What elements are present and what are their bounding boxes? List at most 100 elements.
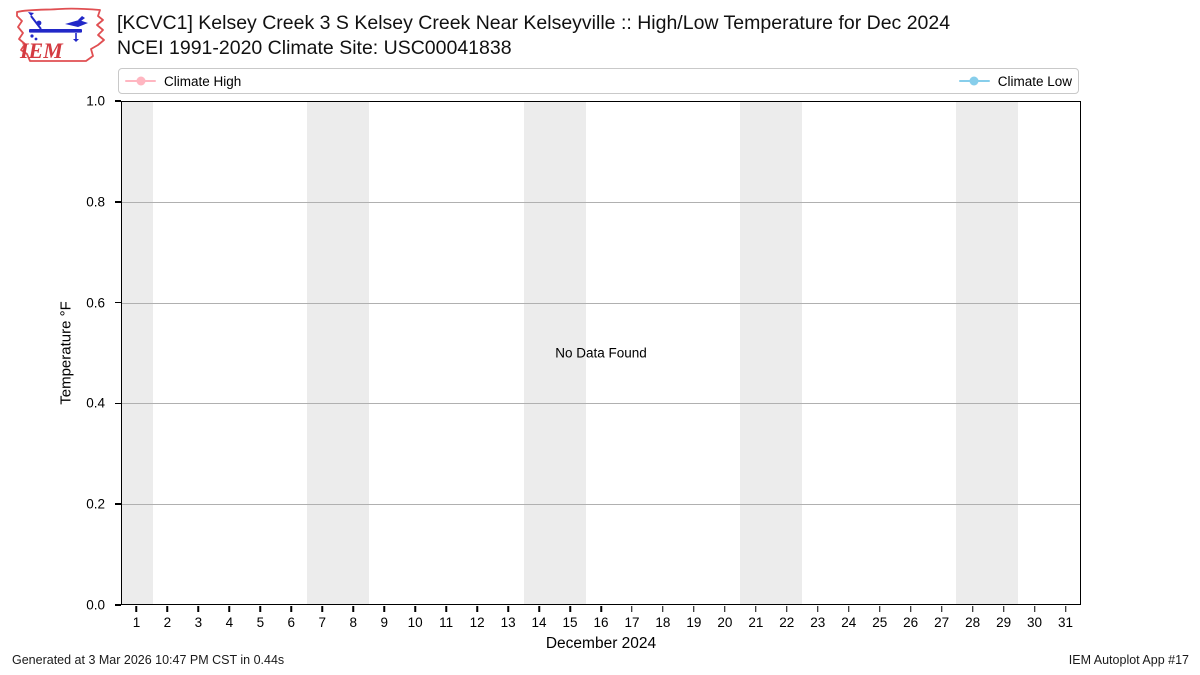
y-tick-mark bbox=[115, 604, 121, 606]
legend: Climate High Climate Low bbox=[118, 68, 1079, 94]
x-tick-mark bbox=[352, 606, 354, 612]
weekend-band bbox=[307, 102, 370, 604]
x-tick-label: 23 bbox=[810, 615, 826, 630]
x-tick-mark bbox=[569, 606, 571, 612]
x-tick-mark bbox=[1064, 606, 1067, 612]
x-tick-mark bbox=[909, 606, 912, 612]
x-tick-mark bbox=[383, 606, 385, 612]
x-tick-mark bbox=[755, 606, 757, 612]
x-axis: 1 2 3 4 5 6 7 8 9 10 11 12 13 14 15 16 17 18 19 20 21 22 23 24 2… bbox=[121, 605, 1081, 641]
y-tick-mark bbox=[115, 201, 121, 203]
x-tick-mark bbox=[476, 606, 478, 612]
chart-title-block: [KCVC1] Kelsey Creek 3 S Kelsey Creek Ne… bbox=[117, 11, 950, 61]
x-tick-label: 29 bbox=[996, 615, 1012, 630]
x-tick-mark bbox=[1033, 606, 1036, 612]
x-tick-label: 12 bbox=[469, 615, 485, 630]
x-tick-label: 26 bbox=[903, 615, 919, 630]
y-tick-label: 0.6 bbox=[86, 295, 105, 311]
x-tick-label: 24 bbox=[841, 615, 857, 630]
plot-area: No Data Found bbox=[121, 101, 1081, 605]
weekend-band bbox=[740, 102, 802, 604]
y-axis: 0.0 0.2 0.4 0.6 0.8 1.0 bbox=[0, 94, 121, 613]
x-tick-label: 10 bbox=[407, 615, 423, 630]
y-tick-label: 0.4 bbox=[86, 395, 105, 411]
gridline bbox=[122, 403, 1080, 405]
x-tick-label: 18 bbox=[655, 615, 671, 630]
x-tick-label: 19 bbox=[686, 615, 702, 630]
y-tick-label: 0.2 bbox=[86, 496, 105, 512]
legend-item-climate-high: Climate High bbox=[125, 74, 241, 89]
x-tick-label: 13 bbox=[500, 615, 516, 630]
weekend-band bbox=[956, 102, 1019, 604]
gridline bbox=[122, 302, 1080, 304]
y-tick-mark bbox=[115, 503, 121, 505]
x-tick-mark bbox=[600, 606, 602, 612]
x-tick-mark bbox=[259, 606, 262, 612]
x-tick-label: 16 bbox=[593, 615, 609, 630]
x-tick-label: 8 bbox=[349, 615, 358, 630]
x-tick-mark bbox=[321, 606, 324, 612]
app-credit: IEM Autoplot App #17 bbox=[1068, 653, 1189, 667]
x-tick-mark bbox=[631, 606, 633, 612]
legend-label-climate-low: Climate Low bbox=[997, 73, 1072, 89]
iem-logo: IEM bbox=[16, 7, 105, 63]
x-tick-mark bbox=[878, 606, 881, 612]
climate-low-marker-icon bbox=[958, 76, 990, 86]
climate-high-marker-icon bbox=[125, 76, 156, 86]
y-axis-label: Temperature °F bbox=[57, 301, 75, 405]
x-tick-mark bbox=[971, 606, 974, 612]
generated-timestamp: Generated at 3 Mar 2026 10:47 PM CST in … bbox=[12, 653, 285, 667]
x-tick-mark bbox=[724, 606, 726, 612]
y-tick-label: 1.0 bbox=[86, 93, 105, 109]
x-tick-mark bbox=[135, 606, 138, 612]
x-tick-mark bbox=[538, 606, 540, 612]
y-tick-mark bbox=[115, 100, 121, 102]
x-tick-label: 20 bbox=[717, 615, 733, 630]
weekend-band bbox=[122, 102, 153, 604]
x-tick-label: 14 bbox=[531, 615, 547, 630]
x-tick-mark bbox=[817, 606, 819, 612]
x-tick-label: 4 bbox=[225, 615, 234, 630]
x-tick-mark bbox=[1002, 606, 1005, 612]
legend-item-climate-low: Climate Low bbox=[958, 73, 1072, 89]
x-tick-mark bbox=[228, 606, 231, 612]
climate-low-dot-icon bbox=[969, 76, 979, 86]
gridline bbox=[122, 202, 1080, 204]
x-tick-label: 7 bbox=[318, 615, 327, 630]
x-axis-label: December 2024 bbox=[545, 635, 657, 652]
x-tick-mark bbox=[445, 606, 447, 612]
climate-high-dot-icon bbox=[136, 76, 145, 86]
x-tick-mark bbox=[847, 606, 850, 612]
x-tick-label: 28 bbox=[965, 615, 981, 630]
x-tick-mark bbox=[940, 606, 943, 612]
x-tick-label: 22 bbox=[779, 615, 795, 630]
x-tick-mark bbox=[662, 606, 664, 612]
y-tick-label: 0.0 bbox=[86, 597, 105, 613]
x-tick-label: 3 bbox=[194, 615, 203, 630]
x-tick-mark bbox=[290, 606, 293, 612]
x-tick-mark bbox=[166, 606, 169, 612]
weather-vane-icon bbox=[28, 12, 88, 42]
x-tick-label: 31 bbox=[1058, 615, 1074, 630]
x-tick-mark bbox=[786, 606, 788, 612]
no-data-message: No Data Found bbox=[555, 345, 647, 361]
x-tick-label: 27 bbox=[934, 615, 950, 630]
x-tick-label: 1 bbox=[132, 615, 141, 630]
x-tick-mark bbox=[414, 606, 416, 612]
chart-title: [KCVC1] Kelsey Creek 3 S Kelsey Creek Ne… bbox=[117, 12, 951, 34]
y-tick-mark bbox=[115, 301, 121, 304]
chart-subtitle: NCEI 1991-2020 Climate Site: USC00041838 bbox=[117, 37, 512, 59]
x-tick-mark bbox=[693, 606, 695, 612]
x-tick-label: 21 bbox=[748, 615, 764, 630]
iem-logo-text: IEM bbox=[19, 38, 64, 63]
x-tick-label: 11 bbox=[439, 615, 454, 630]
legend-label-climate-high: Climate High bbox=[164, 73, 242, 89]
x-tick-label: 30 bbox=[1027, 615, 1043, 630]
x-tick-label: 5 bbox=[256, 615, 265, 630]
y-tick-label: 0.8 bbox=[86, 194, 105, 210]
x-tick-label: 25 bbox=[872, 615, 888, 630]
x-tick-label: 9 bbox=[380, 615, 388, 630]
weekend-band bbox=[523, 102, 586, 604]
x-tick-label: 15 bbox=[562, 615, 578, 630]
y-tick-mark bbox=[115, 402, 121, 405]
